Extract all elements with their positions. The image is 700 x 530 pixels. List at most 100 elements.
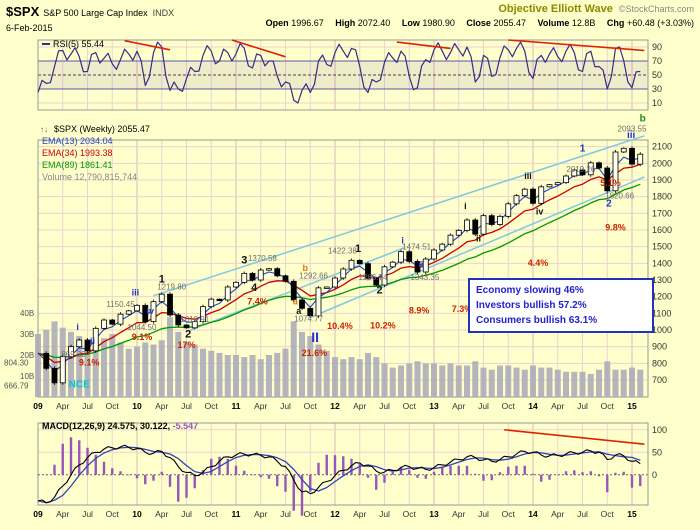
svg-text:Jul: Jul: [379, 401, 390, 411]
svg-text:Apr: Apr: [56, 401, 69, 411]
svg-text:10: 10: [652, 98, 662, 108]
svg-text:i: i: [76, 322, 79, 332]
price-panel: i869.32ii9.1%iii1150.45iv1044.509.1%1121…: [4, 113, 672, 411]
svg-text:40B: 40B: [20, 309, 34, 318]
svg-text:Jul: Jul: [181, 509, 192, 519]
svg-text:Volume 12,790,815,744: Volume 12,790,815,744: [42, 172, 137, 182]
svg-text:12: 12: [330, 401, 340, 411]
svg-text:Apr: Apr: [551, 401, 564, 411]
svg-text:1: 1: [159, 274, 165, 286]
svg-text:1200: 1200: [652, 292, 672, 302]
svg-text:14: 14: [528, 509, 538, 519]
svg-text:1150.45: 1150.45: [106, 300, 135, 309]
close-label: Close: [466, 18, 491, 28]
svg-text:Jul: Jul: [280, 401, 291, 411]
svg-text:11: 11: [232, 401, 241, 411]
svg-text:4.4%: 4.4%: [528, 258, 549, 268]
svg-text:11: 11: [232, 509, 241, 519]
svg-text:15: 15: [627, 509, 637, 519]
svg-text:b: b: [303, 263, 309, 273]
svg-text:b: b: [640, 113, 646, 124]
svg-text:1044.50: 1044.50: [127, 323, 156, 332]
rsi-trendlines: [124, 39, 645, 58]
svg-text:1000: 1000: [652, 325, 672, 335]
svg-text:Oct: Oct: [106, 401, 120, 411]
svg-text:Apr: Apr: [155, 509, 168, 519]
svg-text:7.3%: 7.3%: [452, 304, 473, 314]
svg-text:iii: iii: [132, 287, 140, 297]
ema89-line: [37, 183, 641, 359]
svg-text:13: 13: [429, 509, 439, 519]
svg-text:20B: 20B: [20, 351, 34, 360]
svg-text:Oct: Oct: [502, 401, 516, 411]
svg-text:10B: 10B: [20, 372, 34, 381]
svg-text:iv: iv: [146, 306, 154, 316]
svg-text:1: 1: [355, 243, 361, 255]
svg-text:1400: 1400: [652, 258, 672, 268]
svg-text:MACD(12,26,9) 24.575, 30.122,: MACD(12,26,9) 24.575, 30.122, -5.547: [42, 421, 198, 431]
svg-text:1700: 1700: [652, 208, 672, 218]
svg-text:800: 800: [652, 358, 667, 368]
svg-text:30: 30: [652, 84, 662, 94]
macd-panel: 100 50 0 MACD(12,26,9) 24.575, 30.122, -5.5…: [33, 421, 667, 519]
svg-text:EMA(13) 2034.04: EMA(13) 2034.04: [42, 136, 113, 146]
open-label: Open: [265, 18, 289, 28]
svg-text:Oct: Oct: [106, 509, 120, 519]
svg-text:804.30: 804.30: [4, 359, 29, 368]
svg-text:869.32: 869.32: [61, 350, 86, 359]
volume-label: Volume: [537, 18, 570, 28]
svg-text:15: 15: [627, 401, 637, 411]
svg-text:1900: 1900: [652, 175, 672, 185]
close-value: 2055.47: [493, 18, 526, 28]
svg-text:Jul: Jul: [280, 509, 291, 519]
svg-text:10: 10: [132, 509, 142, 519]
header-line1: $SPX S&P 500 Large Cap Index INDX Objectiv…: [6, 3, 694, 19]
svg-text:Oct: Oct: [601, 509, 615, 519]
svg-text:09: 09: [33, 401, 43, 411]
svg-text:9.8%: 9.8%: [605, 222, 626, 232]
svg-text:II: II: [311, 329, 319, 345]
svg-text:1474.51: 1474.51: [402, 242, 431, 251]
svg-text:4: 4: [251, 282, 258, 294]
svg-text:1010.91: 1010.91: [180, 315, 209, 324]
svg-text:100: 100: [652, 425, 667, 435]
svg-text:Jul: Jul: [82, 509, 93, 519]
open-value: 1996.67: [291, 18, 324, 28]
svg-text:EMA(34) 1993.38: EMA(34) 1993.38: [42, 148, 113, 158]
svg-text:Jul: Jul: [577, 401, 588, 411]
svg-text:1074.77: 1074.77: [294, 315, 323, 324]
svg-text:10: 10: [132, 401, 142, 411]
svg-text:90: 90: [652, 42, 662, 52]
volume-value: 12.8B: [571, 18, 596, 28]
svg-text:Apr: Apr: [155, 401, 168, 411]
svg-text:7.4%: 7.4%: [247, 297, 268, 307]
svg-text:1600: 1600: [652, 225, 672, 235]
svg-text:12: 12: [330, 509, 340, 519]
svg-text:ii: ii: [418, 259, 423, 269]
svg-text:1292.66: 1292.66: [299, 272, 328, 281]
svg-text:Jul: Jul: [82, 401, 93, 411]
svg-text:2: 2: [376, 285, 382, 297]
svg-text:Oct: Oct: [205, 401, 219, 411]
svg-text:9.1%: 9.1%: [79, 357, 100, 367]
svg-text:i: i: [401, 235, 404, 245]
copyright: ©StockCharts.com: [618, 4, 694, 14]
svg-text:5.1%: 5.1%: [600, 178, 621, 188]
svg-text:1300: 1300: [652, 275, 672, 285]
svg-text:1343.35: 1343.35: [410, 273, 439, 282]
chart-date: 6-Feb-2015: [6, 23, 53, 33]
high-label: High: [335, 18, 356, 28]
svg-text:Jul: Jul: [181, 401, 192, 411]
svg-text:Apr: Apr: [254, 509, 267, 519]
svg-text:ii: ii: [90, 336, 95, 346]
svg-text:0: 0: [652, 470, 657, 480]
svg-text:1500: 1500: [652, 242, 672, 252]
volume-bars: [35, 317, 644, 397]
svg-text:a: a: [293, 297, 299, 307]
sentiment-infobox: Economy slowing 46% Investors bullish 57…: [468, 278, 654, 333]
svg-text:Oct: Oct: [502, 509, 516, 519]
exchange: INDX: [152, 8, 175, 18]
svg-text:10.4%: 10.4%: [327, 321, 353, 331]
svg-text:$SPX (Weekly) 2055.47: $SPX (Weekly) 2055.47: [54, 124, 150, 134]
svg-text:21.6%: 21.6%: [302, 348, 328, 358]
